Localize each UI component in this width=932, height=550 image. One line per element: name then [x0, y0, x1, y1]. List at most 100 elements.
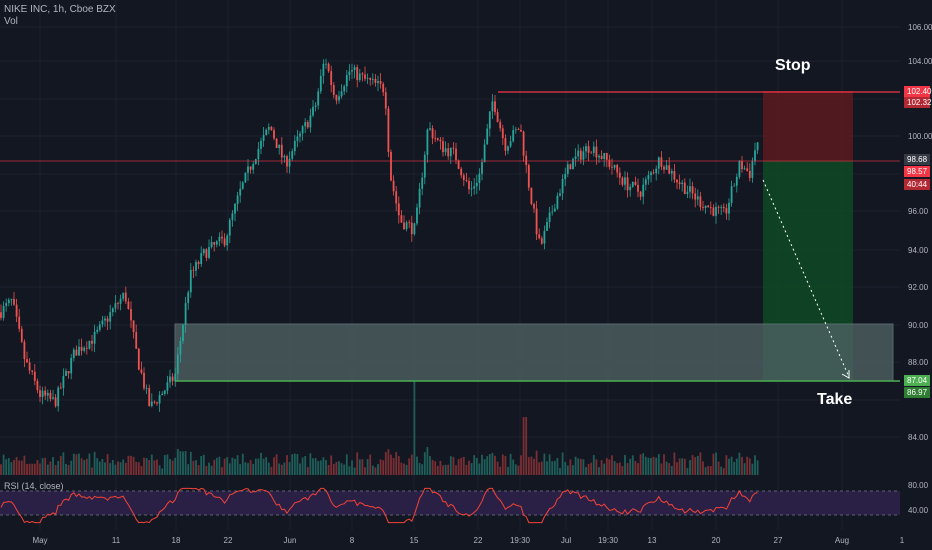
candle-body [694, 193, 697, 200]
volume-bar [111, 459, 114, 475]
candle-body [429, 128, 431, 130]
symbol-title[interactable]: NIKE INC, 1h, Cboe BZX [4, 4, 116, 15]
volume-bar [704, 467, 707, 475]
volume-bar [566, 465, 569, 475]
candle-body [717, 206, 720, 208]
candle-body [267, 126, 270, 130]
volume-bar [408, 458, 411, 475]
candle-body [18, 316, 21, 329]
candle-body [254, 159, 257, 164]
rsi-level: 40.00 [908, 506, 929, 515]
candle-body [384, 92, 387, 109]
demand-zone[interactable] [174, 323, 894, 382]
price-axis[interactable]: 106.00 104.00 100.00 96.00 94.00 92.00 9… [908, 23, 932, 442]
candle-body [140, 369, 143, 373]
rsi-label[interactable]: RSI (14, close) [4, 481, 64, 491]
candle-body [631, 181, 634, 187]
candle-body [522, 131, 525, 156]
volume-bar [709, 466, 712, 475]
time-axis[interactable]: May 11 18 22 Jun 8 15 22 19:30 Jul 19:30… [32, 536, 904, 545]
candle-body [488, 111, 491, 129]
take-label[interactable]: Take [817, 391, 853, 408]
stop-zone[interactable] [763, 91, 853, 161]
stop-label[interactable]: Stop [775, 57, 811, 74]
candle-body [75, 349, 78, 356]
volume-bar [522, 417, 525, 475]
candle-body [78, 346, 80, 356]
candle-body [566, 164, 569, 174]
candle-body [715, 206, 717, 216]
candle-body [187, 292, 190, 304]
time-tick: 11 [112, 536, 121, 545]
candle-body [122, 292, 125, 299]
price-tick: 94.00 [908, 246, 929, 255]
candle-body [538, 234, 541, 239]
candle-body [13, 298, 15, 305]
candle-body [338, 96, 340, 101]
volume-bar [637, 463, 639, 475]
candle-body [413, 223, 416, 235]
volume-bar [569, 459, 572, 475]
candle-body [525, 155, 528, 165]
volume-bar [371, 465, 374, 475]
volume-label[interactable]: Vol [4, 16, 18, 27]
time-tick: 27 [774, 536, 783, 545]
candle-body [657, 157, 660, 169]
volume-bar [449, 456, 452, 475]
volume-bar [83, 460, 86, 475]
candle-body [421, 177, 424, 189]
projection-arrow[interactable] [762, 179, 850, 379]
volume-bar [491, 452, 494, 475]
volume-bar [153, 460, 156, 475]
volume-bar [244, 462, 247, 475]
volume-bar [694, 457, 697, 475]
candle-body [335, 95, 338, 101]
candle-body [101, 320, 104, 325]
candle-body [244, 172, 247, 183]
rsi-line [0, 487, 758, 524]
time-tick: 1 [900, 536, 905, 545]
volume-bar [561, 452, 564, 475]
volume-bar [150, 454, 153, 475]
volume-bar [184, 450, 187, 475]
candle-body [46, 392, 49, 396]
candle-body [96, 329, 99, 332]
candle-body [400, 215, 403, 223]
volume-bar [382, 460, 385, 475]
candle-body [676, 179, 678, 183]
volume-bar [286, 455, 288, 475]
volume-bar [501, 454, 504, 475]
volume-bar [179, 451, 182, 475]
volume-bar [345, 454, 348, 475]
candle-body [702, 207, 704, 208]
volume-bar [436, 465, 439, 475]
candle-body [296, 136, 299, 141]
price-tick: 96.00 [908, 207, 929, 216]
price-tick: 104.00 [908, 57, 932, 66]
candle-body [171, 376, 174, 382]
candle-body [39, 390, 41, 397]
candle-body [252, 163, 255, 170]
volume-bar [629, 458, 632, 475]
volume-bar [114, 464, 117, 475]
volume-bar [468, 460, 470, 475]
volume-bar [117, 461, 119, 475]
volume-bar [702, 461, 704, 475]
price-tick: 100.00 [908, 132, 932, 141]
candle-body [257, 148, 260, 160]
candle-body [278, 144, 281, 149]
candle-body [161, 393, 164, 396]
volume-bar [270, 466, 273, 475]
time-tick: 22 [474, 536, 483, 545]
volume-bar [148, 460, 151, 475]
volume-bar [312, 458, 314, 475]
rsi-pane[interactable] [0, 487, 900, 524]
candle-body [241, 182, 244, 189]
volume-bar [447, 464, 450, 475]
volume-bar [306, 466, 309, 475]
badge-take-low: 86.97 [907, 388, 928, 397]
candle-body [130, 309, 132, 321]
volume-bar [7, 458, 10, 475]
volume-bar [574, 456, 577, 475]
